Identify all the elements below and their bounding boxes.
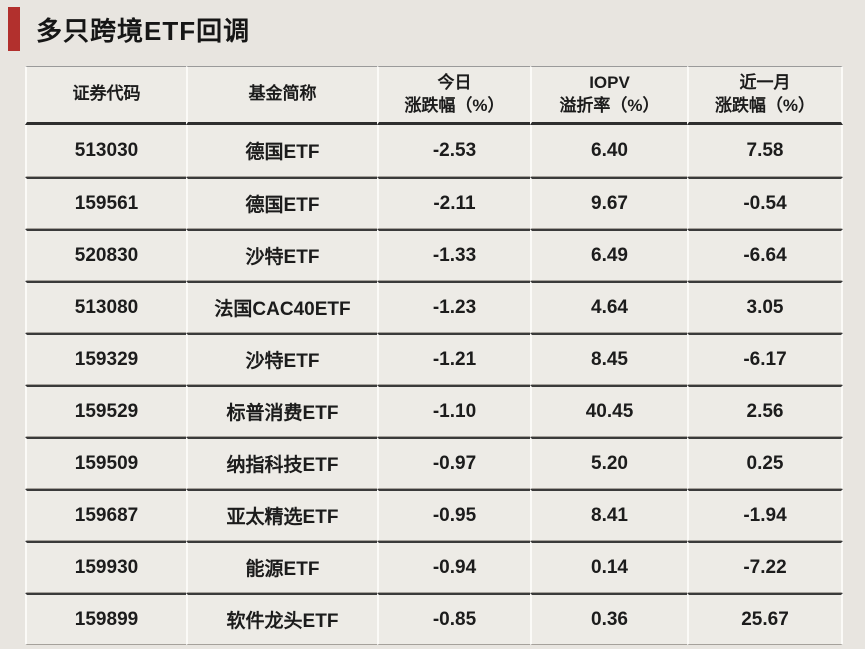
cell-today-change: -2.11	[377, 177, 530, 229]
table-row: 159509 纳指科技ETF -0.97 5.20 0.25	[25, 437, 843, 489]
col-header-month-change: 近一月 涨跌幅（%）	[687, 66, 843, 125]
header-label: 溢折率（%）	[559, 95, 660, 115]
cell-fund-name: 纳指科技ETF	[186, 437, 377, 489]
cell-code: 159329	[25, 333, 186, 385]
cell-iopv-premium: 40.45	[530, 385, 687, 437]
table-row: 159930 能源ETF -0.94 0.14 -7.22	[25, 541, 843, 593]
cell-iopv-premium: 6.49	[530, 229, 687, 281]
cell-iopv-premium: 8.45	[530, 333, 687, 385]
cell-iopv-premium: 0.14	[530, 541, 687, 593]
table-row: 520830 沙特ETF -1.33 6.49 -6.64	[25, 229, 843, 281]
header-label: 今日	[437, 73, 472, 93]
cell-month-change: 3.05	[687, 281, 843, 333]
header-label: 涨跌幅（%）	[714, 95, 816, 115]
cell-month-change: 2.56	[687, 385, 843, 437]
cell-code: 159561	[25, 177, 186, 229]
cell-code: 159899	[25, 593, 186, 645]
col-header-iopv-premium: IOPV 溢折率（%）	[530, 66, 687, 125]
cell-fund-name: 德国ETF	[186, 125, 377, 177]
cell-month-change: -6.64	[687, 229, 843, 281]
cell-fund-name: 沙特ETF	[186, 229, 377, 281]
table-row: 159561 德国ETF -2.11 9.67 -0.54	[25, 177, 843, 229]
cell-fund-name: 法国CAC40ETF	[186, 281, 377, 333]
header-row: 证券代码 基金简称 今日 涨跌幅（%） IOPV 溢折率（%） 近一月	[25, 66, 843, 125]
col-header-code: 证券代码	[25, 66, 186, 125]
etf-table: 证券代码 基金简称 今日 涨跌幅（%） IOPV 溢折率（%） 近一月	[25, 66, 843, 645]
cell-month-change: -7.22	[687, 541, 843, 593]
cell-iopv-premium: 4.64	[530, 281, 687, 333]
cell-fund-name: 能源ETF	[186, 541, 377, 593]
cell-code: 520830	[25, 229, 186, 281]
cell-code: 159687	[25, 489, 186, 541]
table-row: 513030 德国ETF -2.53 6.40 7.58	[25, 125, 843, 177]
col-header-fund-name: 基金简称	[186, 66, 377, 125]
table-row: 513080 法国CAC40ETF -1.23 4.64 3.05	[25, 281, 843, 333]
cell-today-change: -0.94	[377, 541, 530, 593]
col-header-today-change: 今日 涨跌幅（%）	[377, 66, 530, 125]
cell-fund-name: 亚太精选ETF	[186, 489, 377, 541]
cell-iopv-premium: 0.36	[530, 593, 687, 645]
cell-today-change: -1.10	[377, 385, 530, 437]
table-row: 159899 软件龙头ETF -0.85 0.36 25.67	[25, 593, 843, 645]
table-row: 159529 标普消费ETF -1.10 40.45 2.56	[25, 385, 843, 437]
table-row: 159329 沙特ETF -1.21 8.45 -6.17	[25, 333, 843, 385]
cell-today-change: -0.85	[377, 593, 530, 645]
cell-code: 513080	[25, 281, 186, 333]
cell-iopv-premium: 9.67	[530, 177, 687, 229]
cell-month-change: -6.17	[687, 333, 843, 385]
cell-today-change: -2.53	[377, 125, 530, 177]
cell-iopv-premium: 6.40	[530, 125, 687, 177]
cell-code: 159930	[25, 541, 186, 593]
cell-code: 159529	[25, 385, 186, 437]
cell-code: 513030	[25, 125, 186, 177]
cell-month-change: 25.67	[687, 593, 843, 645]
cell-iopv-premium: 8.41	[530, 489, 687, 541]
header-label: 涨跌幅（%）	[404, 95, 505, 115]
table-row: 159687 亚太精选ETF -0.95 8.41 -1.94	[25, 489, 843, 541]
cell-today-change: -0.95	[377, 489, 530, 541]
page-title: 多只跨境ETF回调	[36, 16, 251, 46]
cell-today-change: -1.23	[377, 281, 530, 333]
header-label: IOPV	[589, 73, 630, 93]
cell-month-change: -0.54	[687, 177, 843, 229]
header-label: 证券代码	[72, 84, 141, 104]
table-header: 证券代码 基金简称 今日 涨跌幅（%） IOPV 溢折率（%） 近一月	[25, 66, 843, 125]
cell-fund-name: 软件龙头ETF	[186, 593, 377, 645]
cell-code: 159509	[25, 437, 186, 489]
table-body: 513030 德国ETF -2.53 6.40 7.58 159561 德国ET…	[25, 125, 843, 645]
header-label: 基金简称	[248, 84, 317, 104]
cell-month-change: 0.25	[687, 437, 843, 489]
header-label: 近一月	[739, 73, 791, 93]
cell-today-change: -1.21	[377, 333, 530, 385]
cell-fund-name: 沙特ETF	[186, 333, 377, 385]
cell-fund-name: 标普消费ETF	[186, 385, 377, 437]
cell-today-change: -0.97	[377, 437, 530, 489]
cell-month-change: -1.94	[687, 489, 843, 541]
cell-today-change: -1.33	[377, 229, 530, 281]
title-accent-bar	[8, 7, 20, 51]
cell-iopv-premium: 5.20	[530, 437, 687, 489]
cell-month-change: 7.58	[687, 125, 843, 177]
cell-fund-name: 德国ETF	[186, 177, 377, 229]
